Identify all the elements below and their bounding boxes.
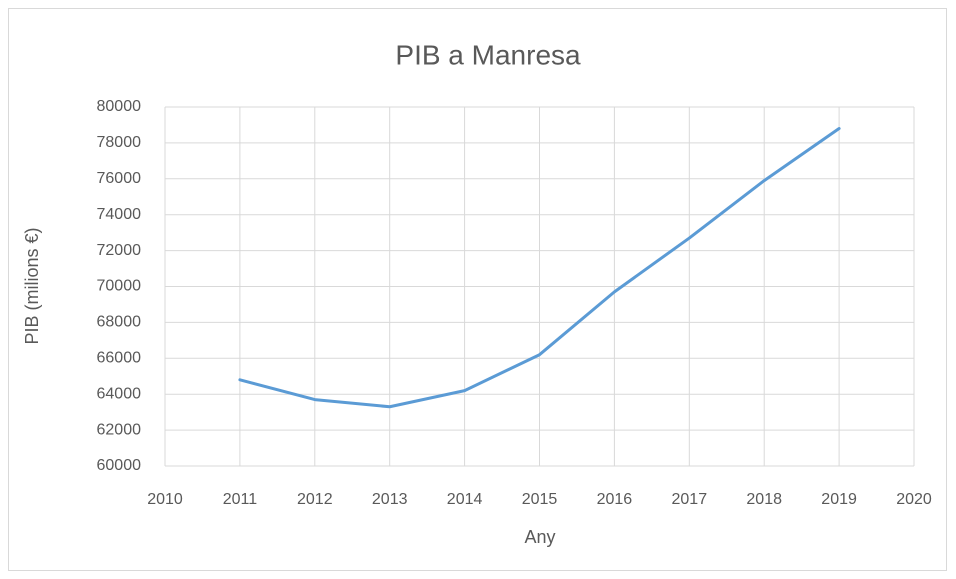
x-tick-label: 2010 xyxy=(147,491,183,508)
x-tick-label: 2017 xyxy=(672,491,708,508)
y-tick-label: 80000 xyxy=(97,98,142,115)
y-tick-label: 76000 xyxy=(97,170,142,187)
y-tick-label: 72000 xyxy=(97,242,142,259)
x-axis-label: Any xyxy=(524,527,555,547)
x-tick-label: 2013 xyxy=(372,491,408,508)
y-axis-label: PIB (milions €) xyxy=(22,227,42,344)
data-line xyxy=(238,127,841,409)
x-tick-label: 2012 xyxy=(297,491,333,508)
y-tick-label: 64000 xyxy=(97,385,142,402)
chart-title: PIB a Manresa xyxy=(395,39,581,70)
x-tick-label: 2020 xyxy=(896,491,932,508)
x-tick-label: 2018 xyxy=(746,491,782,508)
y-tick-label: 60000 xyxy=(97,457,142,474)
y-tick-label: 66000 xyxy=(97,350,142,367)
x-tick-label: 2016 xyxy=(597,491,633,508)
x-tick-label: 2011 xyxy=(223,491,258,508)
x-tick-label: 2014 xyxy=(447,491,483,508)
chart-border xyxy=(8,8,947,571)
y-tick-label: 62000 xyxy=(97,421,142,438)
x-tick-label: 2015 xyxy=(522,491,558,508)
y-tick-label: 78000 xyxy=(97,134,142,151)
y-tick-label: 70000 xyxy=(97,278,142,295)
y-tick-label: 68000 xyxy=(97,314,142,331)
x-tick-label: 2019 xyxy=(821,491,857,508)
y-tick-label: 74000 xyxy=(97,206,142,223)
